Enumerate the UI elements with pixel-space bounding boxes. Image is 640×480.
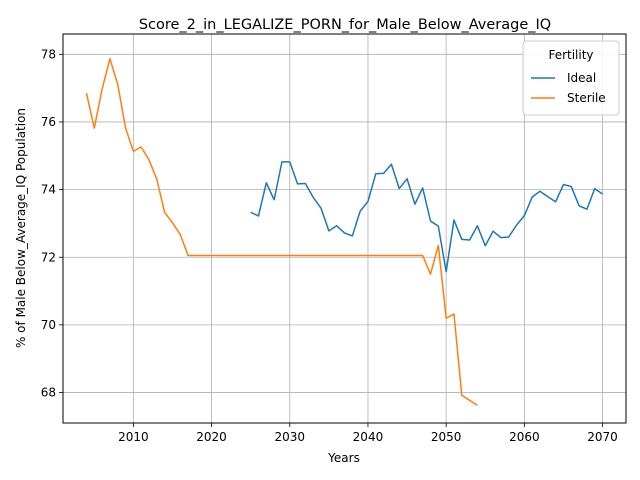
- y-tick-label: 76: [41, 115, 56, 129]
- y-tick-label: 78: [41, 47, 56, 61]
- legend: Fertility Ideal Sterile: [522, 40, 620, 116]
- series-line-ideal: [250, 161, 603, 273]
- y-axis-ticks: 68 70 72 74 76 78: [41, 47, 63, 400]
- series-layer: [85, 57, 603, 407]
- x-tick-label: 2010: [118, 430, 149, 444]
- y-axis-label: % of Male Below_Average_IQ Population: [14, 108, 28, 348]
- y-tick-label: 72: [41, 250, 56, 264]
- x-tick-label: 2040: [353, 430, 384, 444]
- plot-area-frame: [62, 33, 627, 424]
- legend-title: Fertility: [548, 48, 593, 62]
- chart-title: Score_2_in_LEGALIZE_PORN_for_Male_Below_…: [139, 17, 551, 33]
- x-tick-label: 2060: [509, 430, 540, 444]
- x-tick-label: 2050: [431, 430, 462, 444]
- y-tick-label: 68: [41, 386, 56, 400]
- x-tick-label: 2030: [274, 430, 305, 444]
- legend-box: [522, 40, 620, 116]
- x-axis-ticks: 2010 2020 2030 2040 2050 2060 2070: [118, 423, 618, 444]
- x-axis-label: Years: [327, 451, 360, 465]
- legend-label-sterile: Sterile: [567, 91, 606, 105]
- x-tick-label: 2020: [196, 430, 227, 444]
- series-line-sterile: [85, 57, 478, 407]
- legend-label-ideal: Ideal: [567, 71, 596, 85]
- y-tick-label: 70: [41, 318, 56, 332]
- x-tick-label: 2070: [587, 430, 618, 444]
- y-tick-label: 74: [41, 183, 56, 197]
